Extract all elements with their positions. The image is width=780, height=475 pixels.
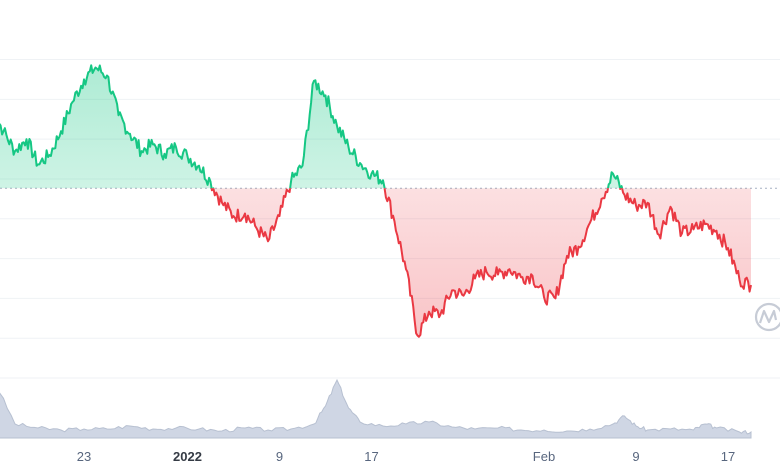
- volume-series: [0, 378, 752, 439]
- x-tick-label: 17: [721, 449, 735, 464]
- price-lines: [0, 64, 752, 338]
- x-tick-label: 9: [276, 449, 283, 464]
- x-axis-ticks: 15232022917Feb917: [77, 449, 735, 464]
- area-above-baseline: [0, 65, 751, 189]
- volume-area: [0, 378, 752, 439]
- area-fills: [0, 65, 751, 337]
- x-tick-label: Feb: [533, 449, 555, 464]
- area-below-baseline: [0, 188, 751, 337]
- price-line-down: [210, 188, 752, 338]
- x-tick-label: 9: [632, 449, 639, 464]
- x-tick-label: 17: [364, 449, 378, 464]
- x-tick-label: 23: [77, 449, 91, 464]
- watermark-logo: [754, 302, 780, 332]
- price-line-up: [0, 64, 624, 189]
- x-tick-label: 2022: [173, 449, 202, 464]
